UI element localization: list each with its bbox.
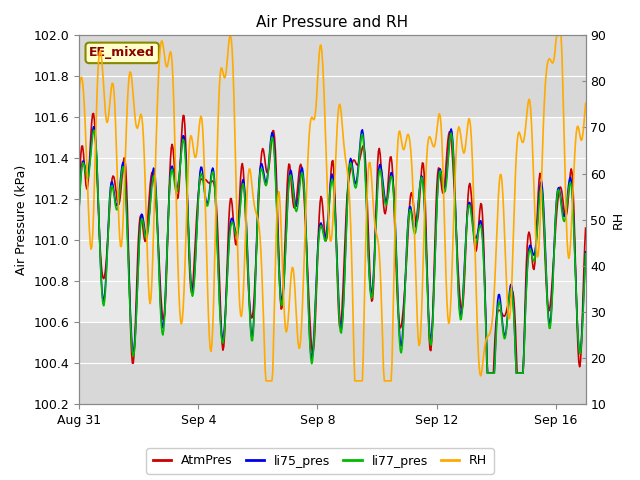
Bar xyxy=(79,322,586,404)
Legend: AtmPres, li75_pres, li77_pres, RH: AtmPres, li75_pres, li77_pres, RH xyxy=(147,448,493,474)
Y-axis label: Air Pressure (kPa): Air Pressure (kPa) xyxy=(15,165,28,275)
Text: EE_mixed: EE_mixed xyxy=(90,47,155,60)
Y-axis label: RH: RH xyxy=(612,211,625,228)
Title: Air Pressure and RH: Air Pressure and RH xyxy=(256,15,408,30)
Bar xyxy=(79,117,586,322)
X-axis label: Time: Time xyxy=(555,424,586,437)
Bar xyxy=(79,36,586,117)
